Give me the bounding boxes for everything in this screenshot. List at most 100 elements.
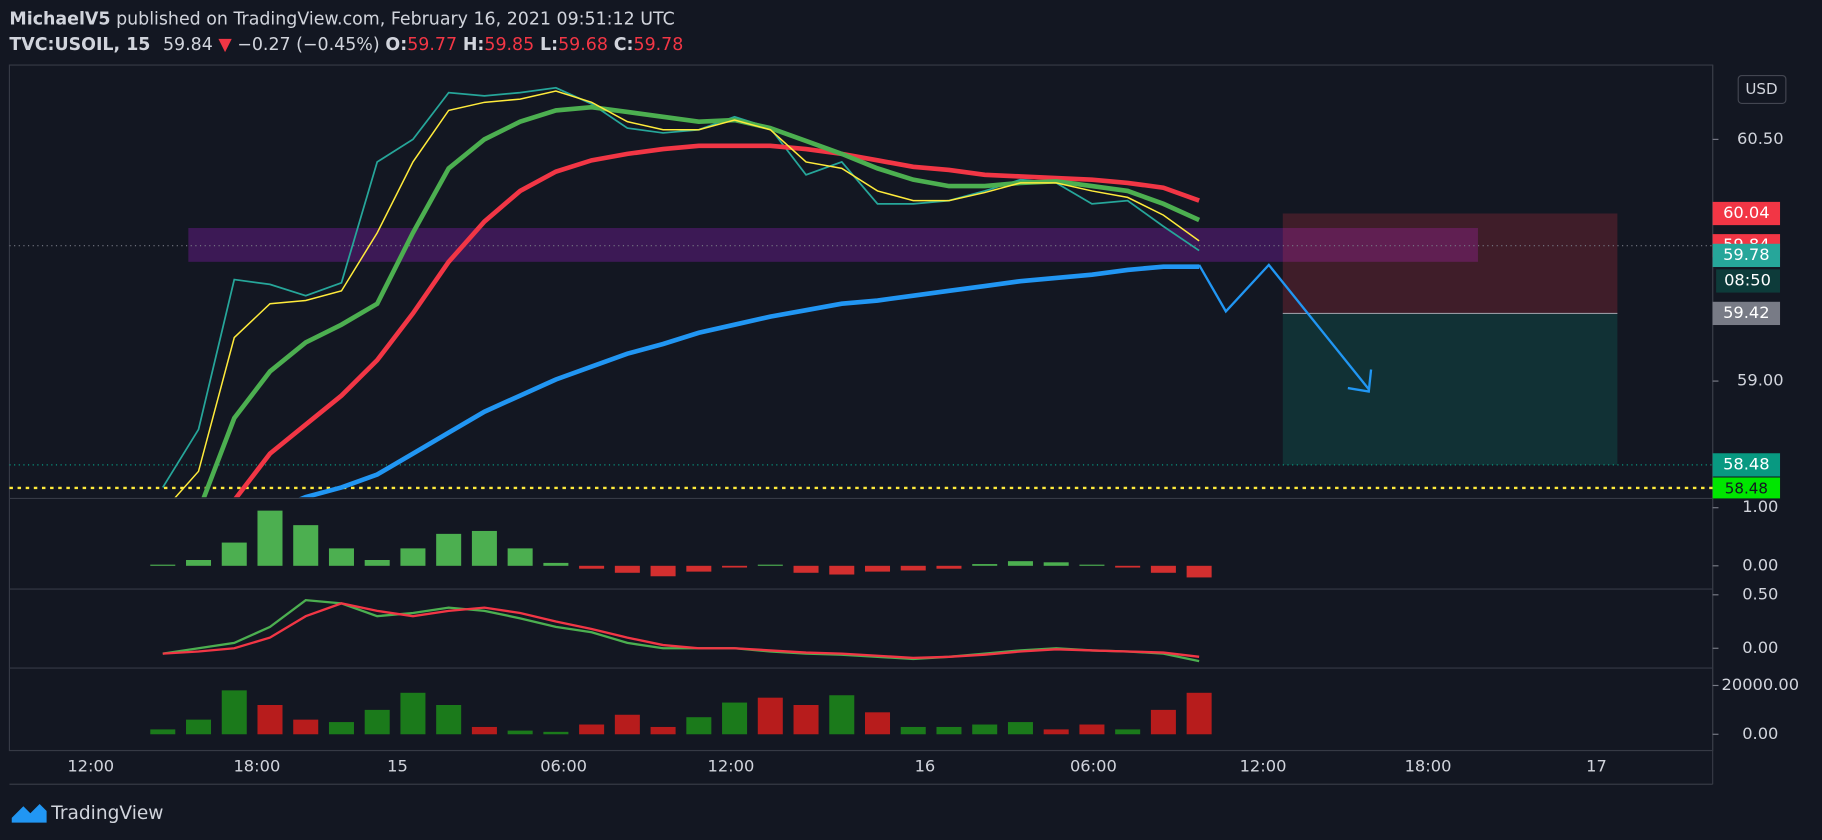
bar [650,565,676,577]
ohlc-label: L: [540,35,558,55]
bar [186,560,212,566]
ohlc-value: 59.77 [407,35,457,55]
y-tick-label: 0.00 [1742,638,1778,657]
bar [757,564,783,566]
bar [864,712,891,735]
bar [793,565,819,573]
bar [543,731,569,735]
bar [686,717,712,735]
projection-arrow [1198,263,1370,390]
currency-button[interactable] [1737,74,1787,104]
author: MichaelV5 [9,9,110,29]
price-marker-label: 58.48 [1723,454,1770,473]
bar [507,730,533,735]
bar [722,565,748,568]
bar [829,565,855,575]
bar [579,724,605,735]
price-marker [1712,301,1781,326]
ohlc-label: C: [614,35,634,55]
x-tick-label: 12:00 [67,756,114,775]
x-tick-label: 16 [915,756,936,775]
bar [364,709,390,735]
bar [1115,729,1141,735]
price-marker-label: 59.78 [1723,245,1770,264]
symbol: TVC:USOIL, 15 [9,35,150,55]
countdown: 08:50 [1724,270,1771,289]
bar [436,704,462,735]
pane [150,510,1212,578]
ohlc-label: H: [463,35,485,55]
bar [614,565,640,573]
symbol-line: TVC:USOIL, 15 59.84 ▼ −0.27 (−0.45%) O:59… [9,35,683,55]
bar [900,726,926,735]
series-line [162,86,1200,488]
arrow-head [1347,369,1373,393]
y-tick-label: 0.50 [1742,584,1778,603]
bar [257,510,283,566]
y-tick-label: 0.00 [1742,724,1778,743]
logo-icon [11,803,47,823]
bar [543,562,569,566]
bar [1186,565,1212,578]
bar [1150,709,1176,735]
y-tick-label: 59.00 [1737,371,1784,390]
logo [11,803,47,823]
bar [257,704,283,735]
countdown-bg [1716,269,1781,293]
bar [471,726,497,735]
price-marker [1712,243,1781,268]
bar [186,719,212,735]
bar [293,719,319,735]
bar [579,565,605,569]
bar [900,565,926,571]
ohlc-value: 59.68 [558,35,608,55]
bar [686,565,712,572]
x-tick-label: 12:00 [1240,756,1287,775]
bar [364,560,390,566]
price-marker [1712,201,1781,226]
bar [1079,724,1105,735]
y-tick-label: 60.50 [1737,129,1784,148]
bar [1115,565,1141,568]
bar [614,714,640,735]
y-tick-label: 1.00 [1742,497,1778,516]
bar [650,726,676,735]
bar [722,702,748,735]
bar [1007,722,1033,735]
bar [150,564,176,566]
x-tick-label: 17 [1586,756,1607,775]
x-tick-label: 15 [387,756,408,775]
pane [150,690,1212,735]
x-tick-label: 18:00 [1405,756,1452,775]
publisher: MichaelV5 published on TradingView.com, … [9,9,674,29]
footer-brand: TradingView [50,803,163,824]
series-line [162,602,1200,660]
ohlc-value: 59.85 [484,35,534,55]
bar [864,565,891,572]
published-info: published on TradingView.com, February 1… [116,9,675,29]
plot-layer: 59.00 60.50 12:00 18:00 15 06:00 12:00 16 06:00 1… [9,86,1799,775]
y-tick-label: 0.00 [1742,555,1778,574]
bar [328,722,354,735]
bar [328,548,354,566]
price-marker [1712,453,1781,477]
bar [436,533,462,566]
x-tick-label: 06:00 [540,756,587,775]
price-marker-label: 60.04 [1723,203,1770,222]
alert-label-bg [1712,477,1781,499]
bar [1043,562,1069,566]
currency[interactable]: USD [1745,80,1777,98]
bar [1079,564,1105,566]
bar [936,726,962,735]
bar [1043,729,1069,735]
bar [1150,565,1176,573]
bar [221,690,247,735]
bar [471,530,497,566]
x-tick-label: 18:00 [233,756,280,775]
bar [1186,692,1212,735]
bar [400,692,426,735]
series-line [162,598,1200,663]
bar [150,729,176,735]
x-tick-label: 06:00 [1070,756,1117,775]
